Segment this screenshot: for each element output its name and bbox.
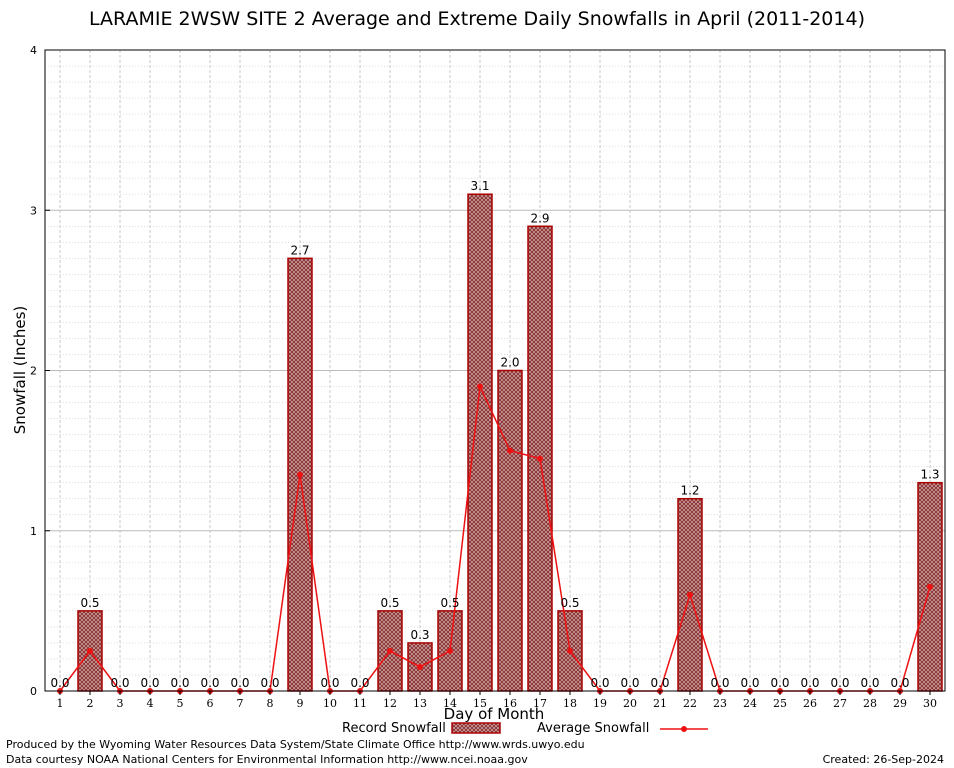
x-tick-label: 14 [443,697,457,710]
bar-value-label: 2.7 [290,243,309,257]
bar-value-label: 0.0 [890,676,909,690]
average-point [687,591,693,598]
x-tick-label: 26 [803,697,817,710]
x-tick-label: 30 [923,697,937,710]
legend-average-label: Average Snowfall [537,721,650,736]
average-point [507,447,513,454]
x-tick-label: 22 [683,697,697,710]
bar-value-label: 0.0 [170,676,189,690]
bar-value-label: 0.0 [350,676,369,690]
legend-record-label: Record Snowfall [342,721,446,736]
x-tick-label: 21 [653,697,667,710]
bar-value-label: 0.0 [260,676,279,690]
footer-data-courtesy: Data courtesy NOAA National Centers for … [6,753,528,766]
x-tick-label: 15 [473,697,487,710]
x-tick-label: 4 [147,697,154,710]
x-tick-label: 2 [87,697,94,710]
y-tick-label: 1 [30,525,37,538]
y-axis-label: Snowfall (Inches) [11,305,29,435]
x-tick-label: 28 [863,697,877,710]
bar-value-label: 0.3 [410,628,429,642]
x-tick-label: 1 [57,697,64,710]
bar-value-label: 0.0 [110,676,129,690]
y-tick-label: 4 [30,44,37,57]
bar-value-label: 0.0 [800,676,819,690]
x-tick-label: 23 [713,697,727,710]
bar-value-label: 1.2 [680,484,699,498]
bar-value-label: 1.3 [920,468,939,482]
bar-value-label: 0.0 [650,676,669,690]
x-tick-label: 16 [503,697,517,710]
average-point [387,647,393,654]
average-point [447,647,453,654]
bar-value-label: 0.5 [80,596,99,610]
x-tick-label: 25 [773,697,787,710]
created-date: Created: 26-Sep-2024 [822,753,944,766]
x-tick-label: 24 [743,697,757,710]
x-axis-label: Day of Month [443,705,545,723]
bar-value-label: 0.0 [200,676,219,690]
legend-average-point [681,726,687,732]
bar-value-label: 0.0 [740,676,759,690]
x-tick-label: 29 [893,697,907,710]
bar-value-label: 2.9 [530,211,549,225]
bar-value-label: 0.0 [50,676,69,690]
bar-value-label: 0.0 [320,676,339,690]
x-tick-label: 18 [563,697,577,710]
bar-value-label: 0.5 [560,596,579,610]
average-point [87,647,93,654]
x-tick-label: 8 [267,697,274,710]
bar-value-label: 0.0 [830,676,849,690]
y-tick-label: 3 [30,204,37,217]
x-tick-label: 20 [623,697,637,710]
x-tick-label: 6 [207,697,214,710]
bar-value-label: 0.0 [590,676,609,690]
y-tick-label: 2 [30,365,37,378]
bar-value-label: 0.0 [710,676,729,690]
average-point [567,647,573,654]
average-point [477,383,483,390]
bar-value-label: 2.0 [500,356,519,370]
record-bar [467,193,493,692]
legend-record-swatch [451,722,501,734]
bar-value-label: 0.5 [380,596,399,610]
x-tick-label: 12 [383,697,397,710]
bar-value-label: 0.0 [230,676,249,690]
x-tick-label: 19 [593,697,607,710]
bar-value-label: 0.0 [140,676,159,690]
x-tick-label: 5 [177,697,184,710]
x-tick-label: 17 [533,697,547,710]
x-tick-label: 11 [353,697,367,710]
chart-title: LARAMIE 2WSW SITE 2 Average and Extreme … [89,8,865,30]
average-point [417,663,423,670]
average-point [297,471,303,478]
x-tick-label: 27 [833,697,847,710]
bar-value-label: 0.5 [440,596,459,610]
x-tick-label: 7 [237,697,244,710]
bar-value-label: 0.0 [770,676,789,690]
record-bar [497,369,523,692]
footer-produced-by: Produced by the Wyoming Water Resources … [6,738,585,751]
x-tick-label: 13 [413,697,427,710]
bar-value-label: 0.0 [860,676,879,690]
record-bar [917,481,943,692]
x-tick-label: 10 [323,697,337,710]
y-tick-label: 0 [30,685,37,698]
bar-value-label: 3.1 [470,179,489,193]
x-tick-label: 9 [297,697,304,710]
x-tick-label: 3 [117,697,124,710]
bar-value-label: 0.0 [620,676,639,690]
average-point [927,583,933,590]
average-point [537,455,543,462]
